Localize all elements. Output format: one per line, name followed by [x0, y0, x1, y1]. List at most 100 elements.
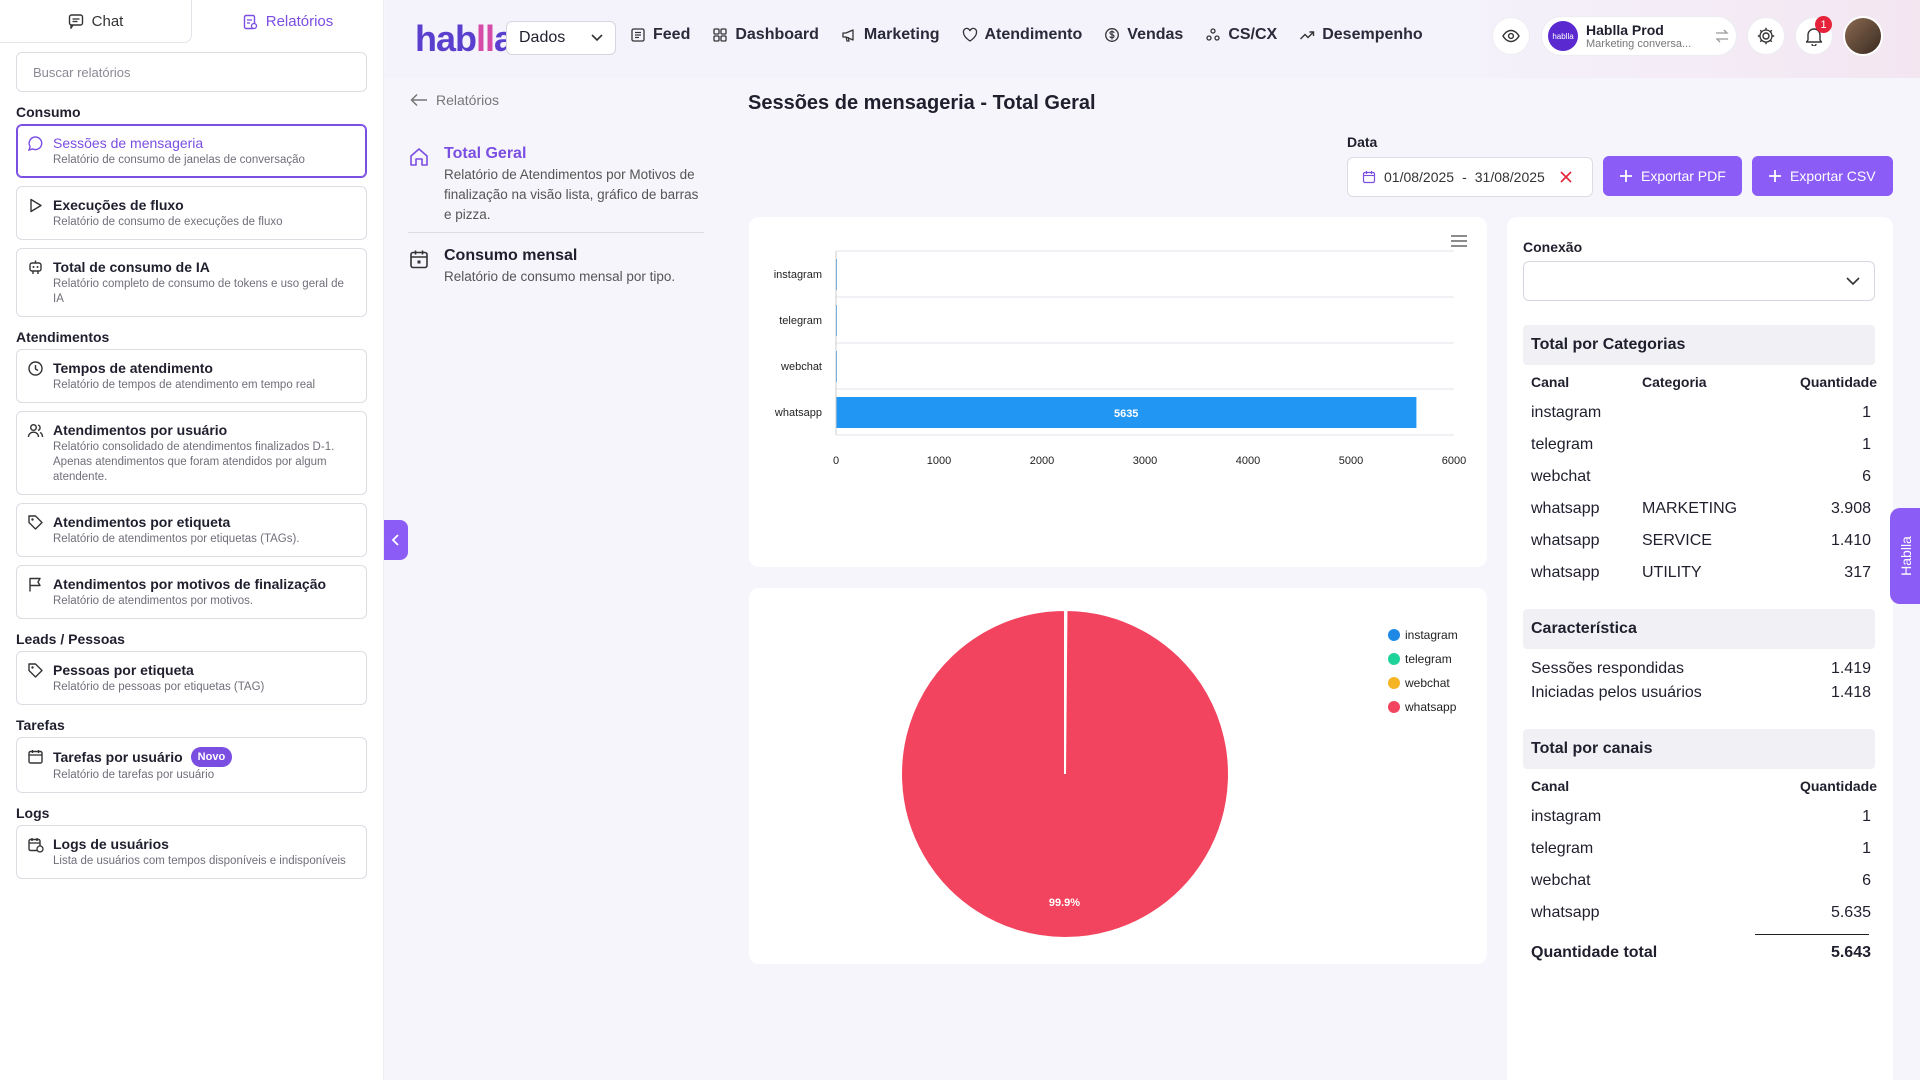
y-category-label: instagram — [774, 269, 822, 281]
y-category-label: telegram — [779, 315, 822, 327]
report-atendimentos-etiqueta[interactable]: Atendimentos por etiqueta Relatório de a… — [16, 503, 367, 557]
pie-data-label: 99.9% — [1049, 897, 1080, 909]
tab-chat-label: Chat — [91, 12, 124, 30]
cat-categoria: SERVICE — [1642, 532, 1712, 549]
report-total-geral[interactable]: Total Geral Relatório de Atendimentos po… — [408, 144, 704, 225]
x-tick-label: 6000 — [1442, 455, 1466, 467]
report-title: Pessoas por etiqueta — [53, 662, 194, 678]
report-tempos-atendimento[interactable]: Tempos de atendimento Relatório de tempo… — [16, 349, 367, 403]
plus-icon — [1769, 170, 1781, 182]
legend-label: webchat — [1404, 676, 1450, 690]
date-label: Data — [1347, 134, 1378, 150]
dados-select[interactable]: Dados — [506, 21, 616, 55]
nav-marketing[interactable]: Marketing — [841, 26, 940, 44]
x-tick-label: 5000 — [1339, 455, 1363, 467]
y-category-label: webchat — [780, 361, 822, 373]
report-tarefas-usuario[interactable]: Tarefas por usuário Novo Relatório de tar… — [16, 737, 367, 793]
nav-dashboard[interactable]: Dashboard — [712, 26, 819, 44]
clear-date-icon[interactable] — [1559, 170, 1573, 184]
report-option-desc: Relatório de consumo mensal por tipo. — [444, 269, 676, 284]
canal-name: webchat — [1531, 872, 1591, 889]
back-to-reports[interactable]: Relatórios — [410, 92, 499, 108]
settings-button[interactable] — [1747, 17, 1785, 55]
logo-text: hablla — [415, 18, 514, 59]
report-sessoes-mensageria[interactable]: Sessões de mensageria Relatório de consu… — [16, 124, 367, 178]
heart-handshake-icon — [962, 27, 977, 42]
date-range-picker[interactable]: 01/08/2025 - 31/08/2025 — [1347, 157, 1593, 197]
report-atendimentos-usuario[interactable]: Atendimentos por usuário Relatório conso… — [16, 411, 367, 495]
top-header: hablla Dados Feed Dashboard Marketing At… — [385, 0, 1920, 78]
nav-desempenho[interactable]: Desempenho — [1299, 26, 1423, 44]
nav-cscx[interactable]: CS/CX — [1205, 26, 1277, 44]
conexao-label: Conexão — [1523, 239, 1583, 255]
calendar-icon — [410, 250, 428, 269]
export-pdf-button[interactable]: Exportar PDF — [1603, 156, 1742, 196]
ai-bot-icon — [29, 260, 42, 274]
nav-vendas[interactable]: Vendas — [1104, 26, 1183, 44]
report-execucoes-fluxo[interactable]: Execuções de fluxo Relatório de consumo … — [16, 186, 367, 240]
report-title: Logs de usuários — [53, 836, 169, 852]
dados-select-value: Dados — [519, 29, 566, 46]
x-tick-label: 2000 — [1030, 455, 1054, 467]
search-reports-input[interactable]: Buscar relatórios — [16, 52, 367, 92]
cat-categoria: UTILITY — [1642, 564, 1702, 581]
play-icon — [30, 198, 42, 213]
nav-label: CS/CX — [1228, 26, 1278, 43]
hamburger-menu-icon[interactable] — [1451, 235, 1467, 247]
home-icon — [410, 148, 428, 166]
canal-name: instagram — [1531, 808, 1602, 825]
col-categoria: Categoria — [1642, 374, 1707, 390]
chevron-left-icon — [391, 534, 399, 546]
report-desc: Relatório de consumo de janelas de conve… — [53, 154, 305, 166]
report-option-title: Total Geral — [444, 145, 527, 162]
megaphone-icon — [842, 29, 854, 42]
divider — [408, 232, 704, 233]
legend-marker — [1388, 629, 1400, 641]
pie-chart: 99.9% instagram telegram webchat whatsapp — [900, 608, 1458, 939]
notifications-button[interactable]: 1 — [1795, 16, 1833, 55]
cat-quantidade: 6 — [1862, 468, 1871, 485]
summary-panel: Conexão Total por Categorias Canal Categ… — [1507, 217, 1893, 1080]
cat-canal: webchat — [1531, 468, 1591, 485]
section-logs: Logs — [16, 805, 50, 821]
conexao-select[interactable] — [1523, 261, 1875, 301]
section-tarefas: Tarefas — [16, 717, 65, 733]
date-end: 31/08/2025 — [1474, 169, 1545, 185]
tab-reports[interactable]: Relatórios — [192, 0, 383, 43]
export-pdf-label: Exportar PDF — [1641, 168, 1726, 184]
caracteristica-label: Iniciadas pelos usuários — [1531, 684, 1702, 701]
nav-label: Desempenho — [1322, 26, 1423, 43]
hablla-logo[interactable]: hablla — [415, 18, 514, 60]
hablla-side-tab[interactable]: Hablla — [1890, 508, 1920, 604]
cat-canal: whatsapp — [1531, 564, 1600, 581]
report-logs-usuarios[interactable]: Logs de usuários Lista de usuários com t… — [16, 825, 367, 879]
main-nav: Feed Dashboard Marketing Atendimento Ven… — [630, 26, 1423, 44]
report-desc: Relatório completo de consumo de tokens … — [53, 278, 344, 305]
tab-chat[interactable]: Chat — [0, 0, 192, 43]
legend-label: instagram — [1405, 628, 1458, 642]
report-title: Atendimentos por etiqueta — [53, 514, 231, 530]
org-subtitle: Marketing conversa... — [1586, 37, 1692, 50]
nav-atendimento[interactable]: Atendimento — [962, 26, 1082, 44]
cat-quantidade: 1.410 — [1830, 532, 1871, 549]
visibility-button[interactable] — [1492, 17, 1530, 55]
legend-label: whatsapp — [1404, 700, 1457, 714]
arrow-left-icon — [410, 93, 427, 107]
nav-feed[interactable]: Feed — [630, 26, 690, 44]
canal-name: telegram — [1531, 840, 1594, 857]
export-csv-button[interactable]: Exportar CSV — [1752, 156, 1893, 196]
organization-switcher[interactable]: hablla Hablla Prod Marketing conversa... — [1541, 16, 1737, 56]
report-consumo-mensal[interactable]: Consumo mensal Relatório de consumo mens… — [408, 246, 704, 287]
user-avatar[interactable] — [1843, 16, 1883, 56]
report-pessoas-etiqueta[interactable]: Pessoas por etiqueta Relatório de pessoa… — [16, 651, 367, 705]
report-desc: Relatório de pessoas por etiquetas (TAG) — [53, 681, 265, 693]
clock-icon — [28, 361, 43, 376]
collapse-sidebar-button[interactable] — [384, 520, 408, 560]
x-tick-label: 0 — [833, 455, 839, 467]
report-title: Total de consumo de IA — [53, 259, 210, 275]
report-desc: Relatório de atendimentos por motivos. — [53, 595, 254, 607]
report-consumo-ia[interactable]: Total de consumo de IA Relatório complet… — [16, 248, 367, 317]
report-desc: Relatório de tarefas por usuário — [53, 769, 215, 781]
total-value: 5.643 — [1830, 944, 1871, 961]
report-motivos-finalizacao[interactable]: Atendimentos por motivos de finalização … — [16, 565, 367, 619]
